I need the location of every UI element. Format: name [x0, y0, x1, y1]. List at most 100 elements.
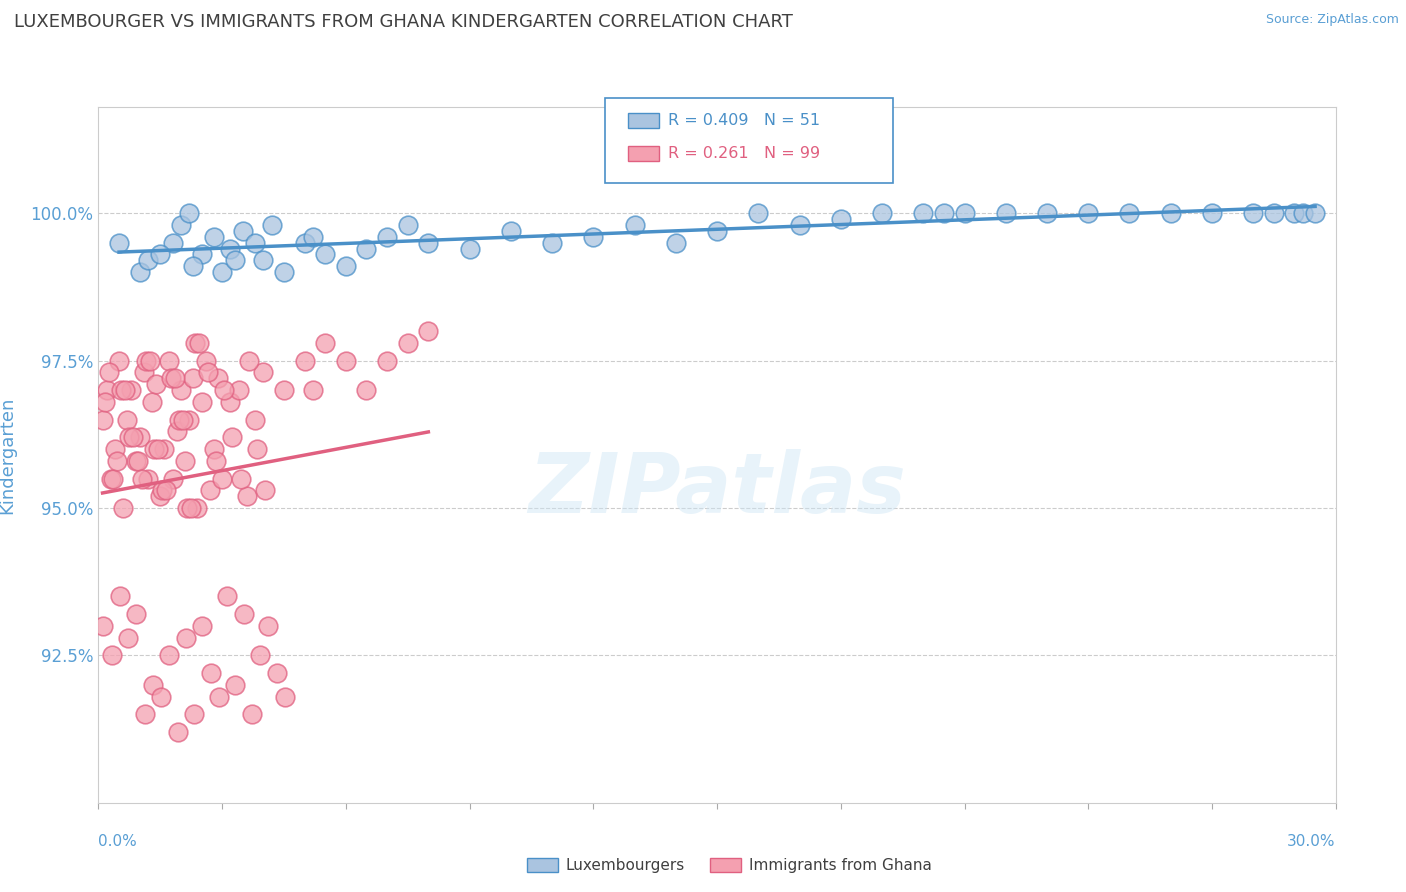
Point	[541, 235, 564, 250]
Point	[110, 383, 132, 397]
Point	[211, 471, 233, 485]
Point	[136, 253, 159, 268]
Point	[243, 412, 266, 426]
Point	[167, 412, 190, 426]
Point	[97, 365, 120, 379]
Point	[105, 454, 128, 468]
Point	[134, 707, 156, 722]
Point	[224, 253, 246, 268]
Point	[254, 483, 277, 498]
Point	[148, 442, 170, 456]
Point	[396, 335, 419, 350]
Point	[870, 206, 893, 220]
Point	[166, 425, 188, 439]
Point	[198, 483, 221, 498]
Point	[1292, 206, 1315, 220]
Point	[174, 454, 197, 468]
Point	[136, 471, 159, 485]
Point	[375, 229, 398, 244]
Point	[149, 247, 172, 261]
Point	[128, 265, 150, 279]
Point	[188, 335, 211, 350]
Point	[149, 489, 172, 503]
Point	[91, 412, 114, 426]
Point	[150, 690, 173, 704]
Point	[153, 442, 176, 456]
Point	[190, 247, 212, 261]
Point	[257, 619, 280, 633]
Point	[211, 265, 233, 279]
Text: R = 0.261   N = 99: R = 0.261 N = 99	[668, 146, 820, 161]
Point	[260, 218, 283, 232]
Point	[170, 218, 193, 232]
Point	[200, 666, 222, 681]
Point	[96, 383, 118, 397]
Point	[912, 206, 935, 220]
Point	[118, 430, 141, 444]
Point	[205, 454, 228, 468]
Point	[830, 212, 852, 227]
Point	[294, 353, 316, 368]
Point	[273, 383, 295, 397]
Point	[1077, 206, 1099, 220]
Point	[1160, 206, 1182, 220]
Point	[132, 365, 155, 379]
Point	[499, 224, 522, 238]
Point	[238, 353, 260, 368]
Point	[163, 371, 186, 385]
Point	[143, 442, 166, 456]
Point	[125, 607, 148, 621]
Point	[170, 383, 193, 397]
Point	[356, 242, 378, 256]
Text: Immigrants from Ghana: Immigrants from Ghana	[749, 858, 932, 872]
Point	[335, 353, 357, 368]
Point	[104, 442, 127, 456]
Point	[120, 383, 142, 397]
Point	[128, 430, 150, 444]
Point	[274, 690, 297, 704]
Point	[145, 377, 167, 392]
Point	[108, 590, 131, 604]
Point	[229, 471, 252, 485]
Point	[181, 371, 204, 385]
Point	[135, 353, 157, 368]
Point	[375, 353, 398, 368]
Point	[131, 471, 153, 485]
Point	[122, 430, 145, 444]
Point	[314, 335, 336, 350]
Point	[396, 218, 419, 232]
Point	[252, 365, 274, 379]
Point	[706, 224, 728, 238]
Point	[181, 259, 204, 273]
Y-axis label: Kindergarten: Kindergarten	[0, 396, 17, 514]
Point	[157, 353, 180, 368]
Point	[184, 335, 207, 350]
Point	[139, 353, 162, 368]
Point	[458, 242, 481, 256]
Point	[1201, 206, 1223, 220]
Point	[273, 265, 295, 279]
Text: Luxembourgers: Luxembourgers	[565, 858, 685, 872]
Point	[994, 206, 1017, 220]
Point	[101, 471, 124, 485]
Point	[117, 631, 139, 645]
Point	[166, 725, 188, 739]
Point	[124, 454, 146, 468]
Point	[93, 619, 115, 633]
Point	[302, 229, 325, 244]
Point	[179, 206, 201, 220]
Point	[294, 235, 316, 250]
Point	[191, 619, 214, 633]
Text: Source: ZipAtlas.com: Source: ZipAtlas.com	[1265, 13, 1399, 27]
Point	[932, 206, 955, 220]
Point	[747, 206, 769, 220]
Point	[108, 235, 131, 250]
Point	[112, 500, 135, 515]
Point	[93, 395, 115, 409]
Point	[217, 590, 239, 604]
Text: 30.0%: 30.0%	[1288, 834, 1336, 849]
Text: ZIPatlas: ZIPatlas	[529, 450, 905, 530]
Text: R = 0.409   N = 51: R = 0.409 N = 51	[668, 113, 820, 128]
Point	[1036, 206, 1059, 220]
Point	[114, 383, 136, 397]
